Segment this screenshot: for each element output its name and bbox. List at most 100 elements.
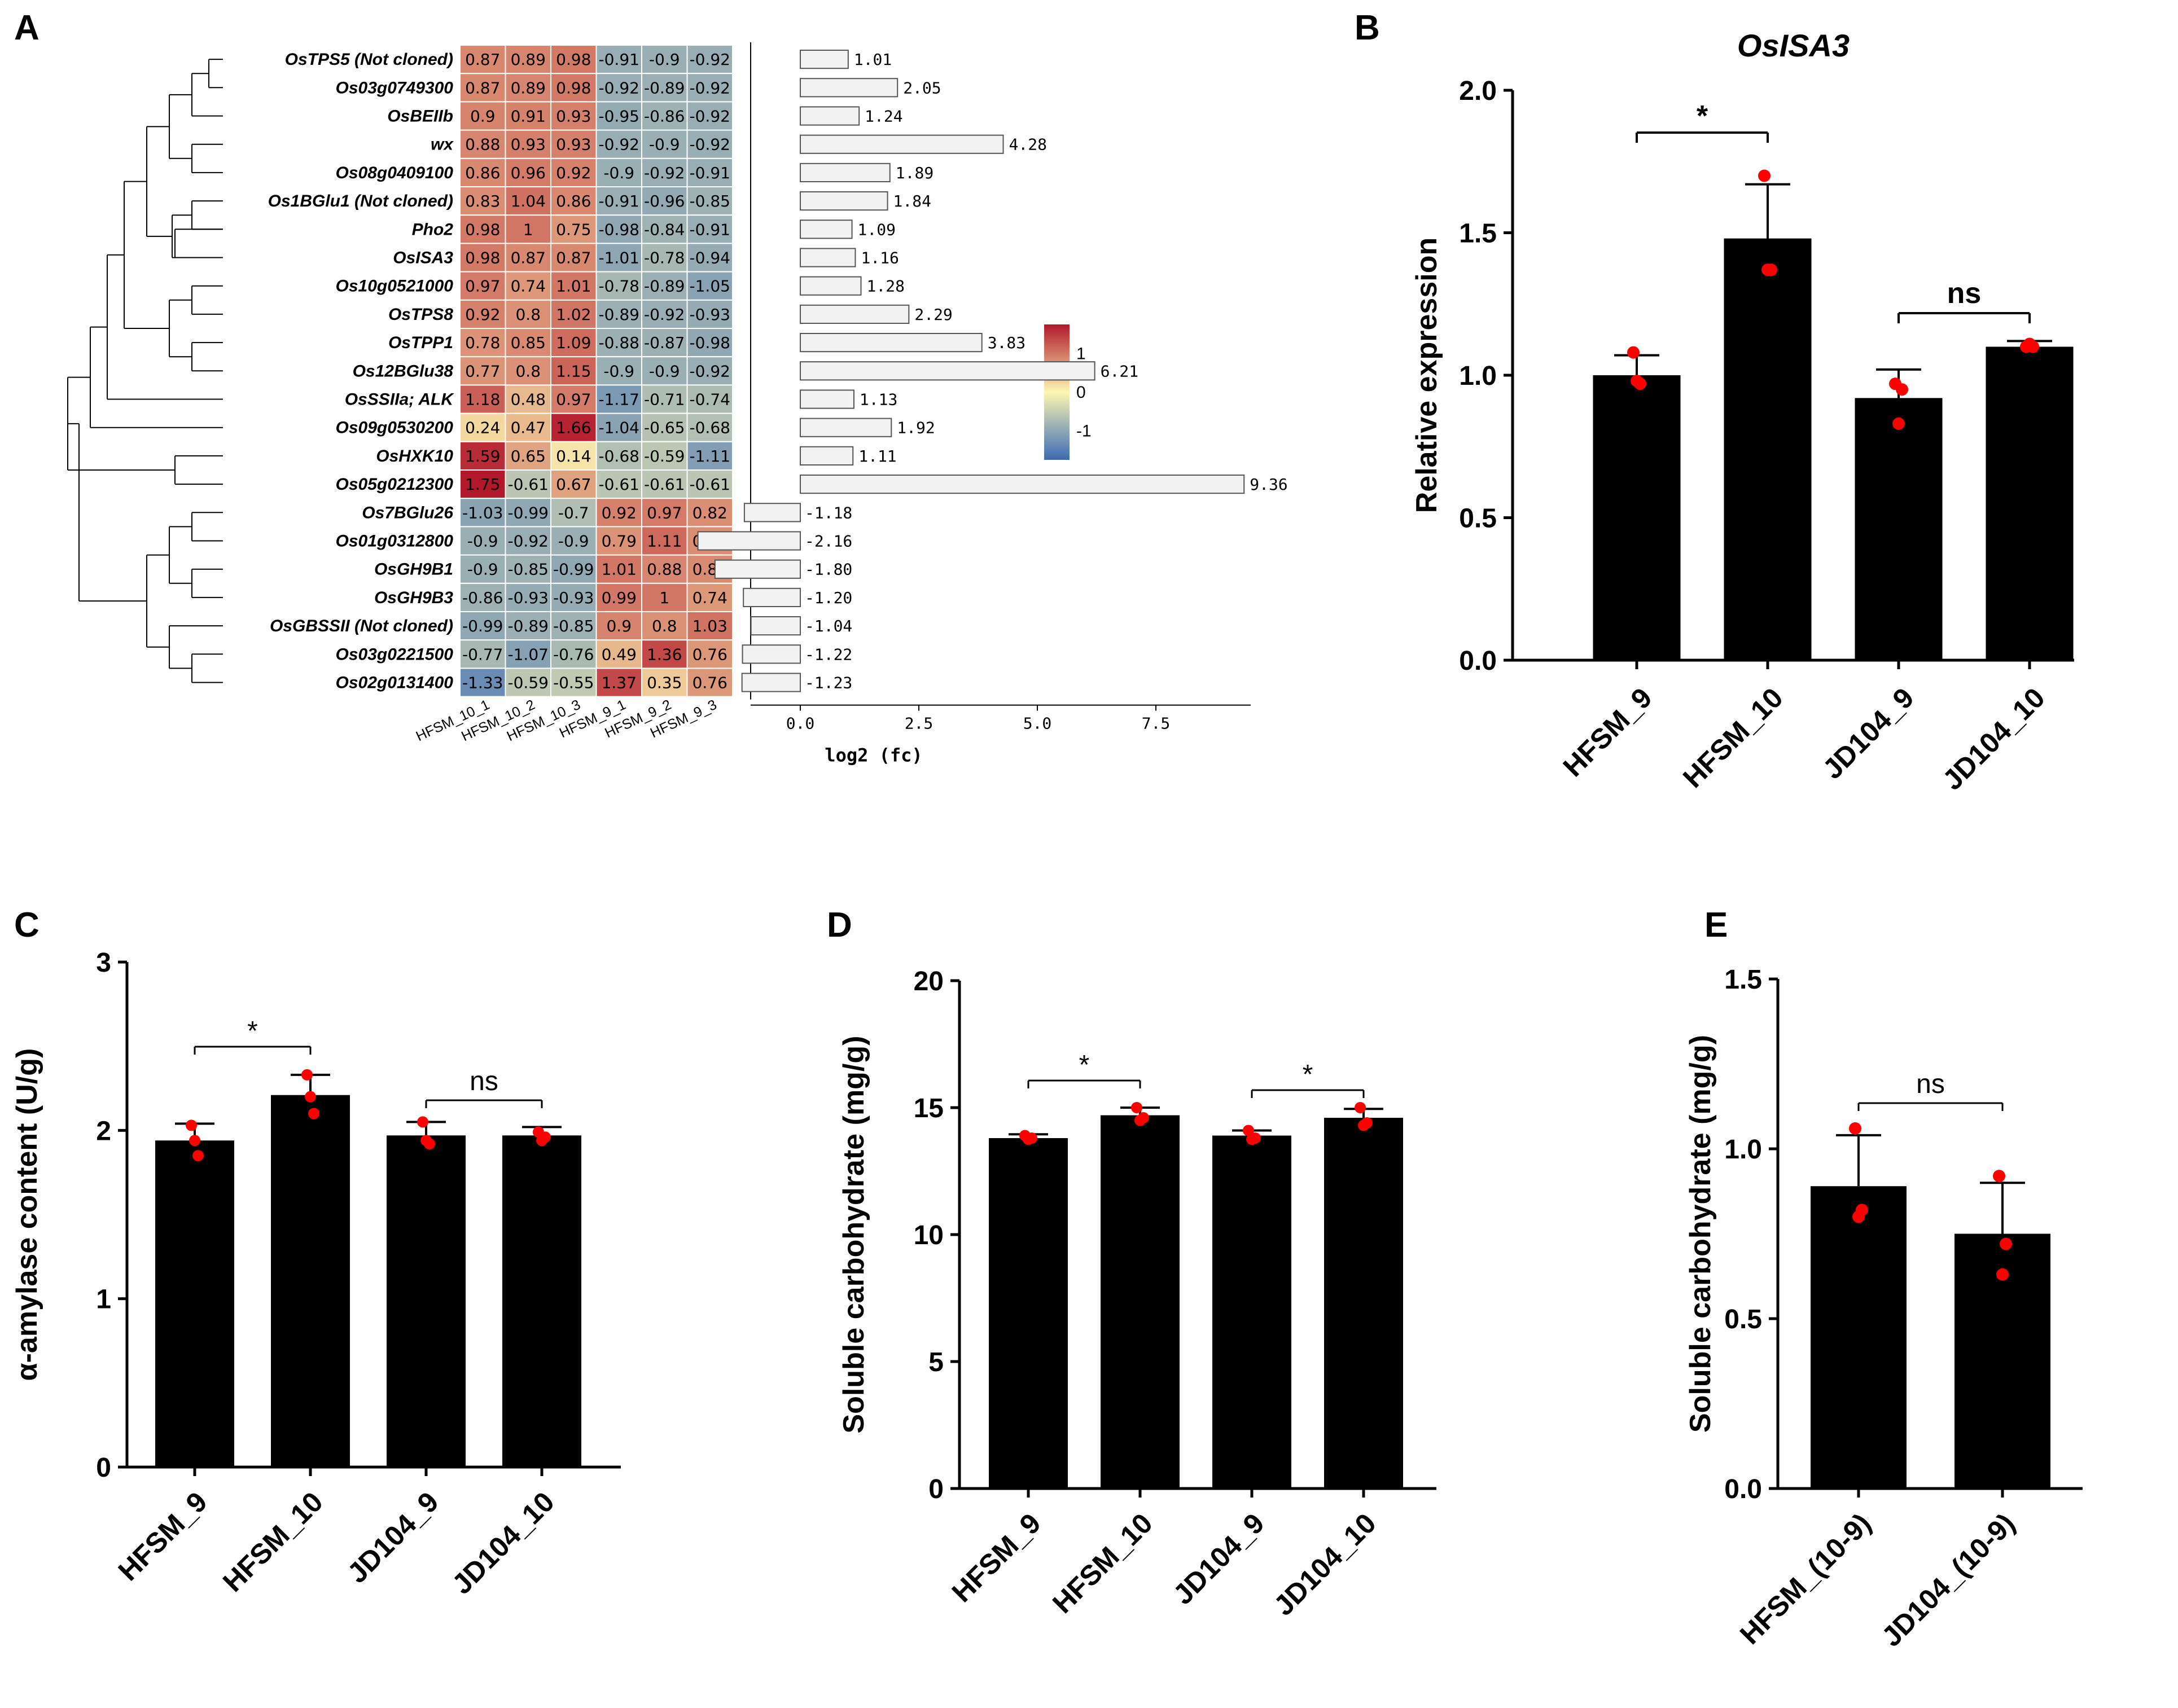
heatmap-cell-value: 0.98 <box>556 50 591 69</box>
panel-e: 0.0 0.5 1.0 1.5 Soluble carbohydrate (mg/g) H… <box>1684 965 2083 1653</box>
heatmap-cell <box>505 356 551 386</box>
heatmap-cell-value: 0.83 <box>465 192 500 210</box>
heatmap-cell-value: 1 <box>523 220 533 239</box>
data-point <box>1023 1134 1034 1145</box>
y-tick-label: 5 <box>928 1347 944 1377</box>
data-point <box>417 1116 428 1128</box>
data-point <box>1852 1210 1865 1223</box>
heatmap-cell <box>686 469 733 499</box>
heatmap-cell-value: 0.48 <box>511 390 546 409</box>
heatmap-cell-value: 0.98 <box>465 220 500 239</box>
heatmap-cell <box>505 73 551 103</box>
heatmap-cell-value: -0.99 <box>508 503 549 522</box>
heatmap-cell <box>505 498 551 528</box>
gene-label: OsTPS8 <box>388 305 453 324</box>
y-tick-label: 0 <box>928 1474 944 1504</box>
y-tick-label: 0.5 <box>1459 504 1497 534</box>
heatmap-cell-value: 1.66 <box>556 419 591 437</box>
heatmap-cell-value: -1.04 <box>599 419 639 437</box>
heatmap-cell <box>686 441 733 471</box>
heatmap-cell <box>595 582 642 613</box>
heatmap-cell-value: 0.93 <box>511 135 546 154</box>
colorbar-tick-label: 0 <box>1076 383 1086 402</box>
data-point <box>1134 1114 1146 1126</box>
heatmap-cell <box>686 668 733 697</box>
heatmap-cell <box>459 328 506 358</box>
heatmap-cell-value: 0.88 <box>647 560 682 579</box>
heatmap-cell-value: 0.86 <box>465 164 500 182</box>
heatmap-cell <box>686 73 733 103</box>
heatmap-cell-value: -0.55 <box>553 674 594 692</box>
heatmap-cell <box>686 101 733 131</box>
heatmap-cell <box>505 639 551 669</box>
heatmap-cell-value: -0.78 <box>644 249 685 267</box>
fc-value-label: 9.36 <box>1250 475 1287 494</box>
fc-x-tick-label: 7.5 <box>1142 714 1171 733</box>
heatmap-cell <box>459 356 506 386</box>
heatmap-cell <box>505 45 551 74</box>
heatmap-cell <box>505 384 551 414</box>
fc-bar <box>742 644 801 664</box>
heatmap-cell-value: 1.59 <box>465 447 500 466</box>
heatmap-cell-value: 0.86 <box>556 192 591 210</box>
bar <box>1724 238 1812 661</box>
heatmap-cell-value: -0.61 <box>599 475 639 494</box>
y-tick-label: 10 <box>914 1220 944 1250</box>
gene-label: Os10g0521000 <box>335 277 453 296</box>
fc-value-label: 3.83 <box>988 333 1026 352</box>
heatmap-cell-value: 0.98 <box>556 78 591 97</box>
heatmap-cell-value: -1.07 <box>508 645 549 664</box>
significance-label: ns <box>1947 277 1982 310</box>
fc-x-tick-label: 5.0 <box>1023 714 1052 733</box>
heatmap-cell-value: -0.91 <box>599 192 639 210</box>
heatmap-cell-value: -0.91 <box>599 50 639 69</box>
fc-bar <box>800 50 849 69</box>
heatmap-cell <box>459 611 506 641</box>
gene-label: OsGH9B1 <box>374 560 453 579</box>
data-point <box>186 1119 197 1131</box>
bar <box>502 1135 581 1467</box>
significance-label: * <box>1303 1060 1313 1090</box>
heatmap-cell <box>686 356 733 386</box>
chart-title: OsISA3 <box>1737 28 1850 63</box>
heatmap-cell-value: 0.87 <box>511 249 546 267</box>
fc-value-label: 1.01 <box>854 50 892 69</box>
heatmap-cell <box>686 186 733 216</box>
heatmap-cell-value: 0.89 <box>511 78 546 97</box>
heatmap-cell-value: -0.65 <box>644 419 685 437</box>
heatmap-cell-value: -0.61 <box>508 475 549 494</box>
fc-value-label: -1.23 <box>805 674 852 692</box>
fc-value-label: 4.28 <box>1009 135 1047 154</box>
heatmap-cell <box>686 157 733 187</box>
heatmap-cell <box>550 243 597 273</box>
heatmap-cell-value: 1 <box>659 589 669 607</box>
x-tick-label: HFSM_(10-9) <box>1734 1507 1877 1650</box>
fc-value-label: -1.20 <box>805 589 852 607</box>
bar <box>1101 1115 1180 1489</box>
fc-value-label: 2.29 <box>914 305 952 324</box>
data-point <box>2023 337 2036 350</box>
heatmap-cell-value: 0.74 <box>693 589 728 607</box>
heatmap-cell <box>595 412 642 442</box>
panel-label: D <box>827 906 852 945</box>
colorbar-tick-label: 1 <box>1076 344 1086 363</box>
gene-label: OsTPP1 <box>388 333 453 352</box>
gene-label: Os1BGlu1 (Not cloned) <box>268 192 453 210</box>
heatmap-cell-value: -0.88 <box>599 333 639 352</box>
heatmap-cell <box>686 45 733 74</box>
data-point <box>1758 169 1771 182</box>
heatmap-cell-value: -0.89 <box>599 305 639 324</box>
heatmap-cell <box>686 129 733 159</box>
heatmap-cell-value: 0.8 <box>515 305 541 324</box>
data-point <box>1246 1134 1257 1145</box>
y-axis-label: Soluble carbohydrate (mg/g) <box>1684 1035 1717 1433</box>
heatmap-cell <box>550 639 597 669</box>
y-tick-label: 1.5 <box>1459 219 1497 249</box>
heatmap-cell-value: -0.99 <box>462 617 503 635</box>
heatmap-cell-value: 0.88 <box>465 135 500 154</box>
heatmap-cell-value: -0.92 <box>508 532 549 551</box>
heatmap-cell-value: -0.77 <box>462 645 503 664</box>
x-tick-label: JD104_10 <box>1268 1507 1382 1622</box>
data-point <box>1627 346 1640 359</box>
